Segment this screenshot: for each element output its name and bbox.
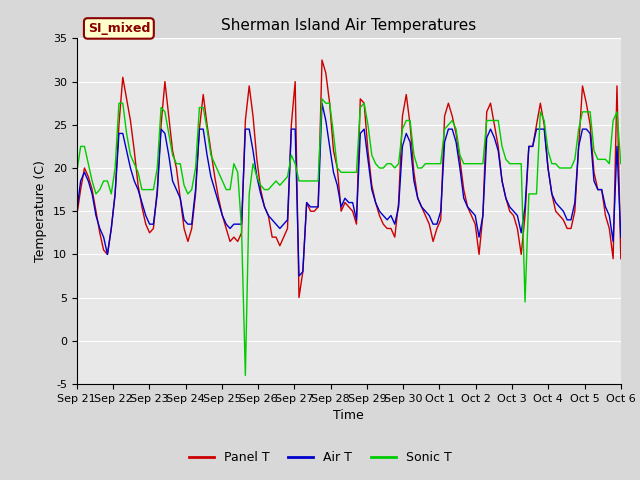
- Line: Air T: Air T: [77, 103, 621, 276]
- Text: SI_mixed: SI_mixed: [88, 22, 150, 35]
- Sonic T: [322, 100, 330, 106]
- Air T: [92, 213, 100, 218]
- Line: Panel T: Panel T: [77, 60, 621, 298]
- Sonic T: [214, 169, 222, 175]
- Panel T: [119, 74, 127, 80]
- X-axis label: Time: Time: [333, 409, 364, 422]
- Line: Sonic T: Sonic T: [77, 99, 621, 375]
- Air T: [257, 191, 264, 197]
- Panel T: [92, 208, 100, 214]
- Panel T: [295, 295, 303, 300]
- Panel T: [322, 70, 330, 76]
- Air T: [119, 131, 127, 136]
- Air T: [318, 100, 326, 106]
- Legend: Panel T, Air T, Sonic T: Panel T, Air T, Sonic T: [184, 446, 456, 469]
- Sonic T: [119, 100, 127, 106]
- Panel T: [257, 187, 264, 192]
- Air T: [73, 208, 81, 214]
- Sonic T: [318, 96, 326, 102]
- Panel T: [73, 213, 81, 218]
- Air T: [295, 273, 303, 279]
- Sonic T: [73, 169, 81, 175]
- Title: Sherman Island Air Temperatures: Sherman Island Air Temperatures: [221, 18, 476, 33]
- Air T: [617, 234, 625, 240]
- Panel T: [617, 256, 625, 262]
- Panel T: [299, 269, 307, 275]
- Panel T: [214, 195, 222, 201]
- Air T: [322, 118, 330, 123]
- Sonic T: [299, 178, 307, 184]
- Air T: [299, 269, 307, 275]
- Sonic T: [260, 187, 268, 192]
- Sonic T: [617, 161, 625, 167]
- Y-axis label: Temperature (C): Temperature (C): [35, 160, 47, 262]
- Sonic T: [92, 191, 100, 197]
- Sonic T: [241, 372, 249, 378]
- Panel T: [318, 57, 326, 63]
- Air T: [214, 200, 222, 205]
